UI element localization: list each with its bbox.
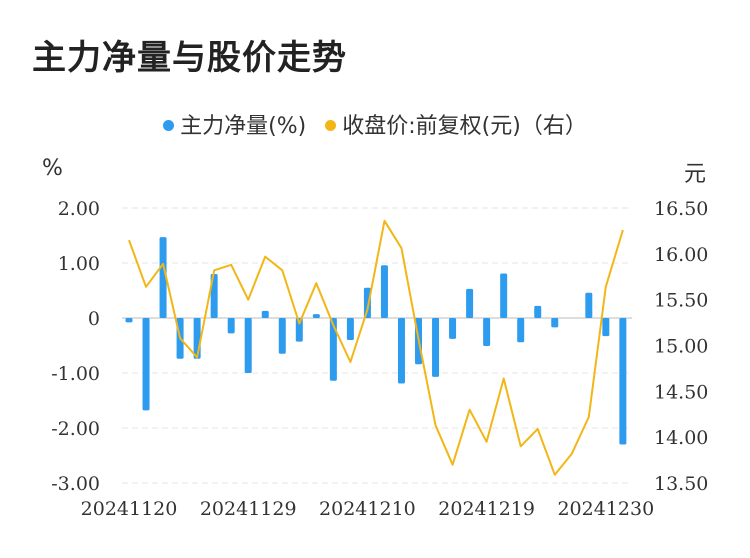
bar [602,318,610,337]
bar [125,318,133,323]
left-tick-label: 1.00 [58,253,100,275]
bar [534,305,542,318]
right-tick-label: 14.00 [654,427,708,449]
right-tick-label: 15.00 [654,336,708,358]
bar [261,310,269,318]
legend-item-close-price[interactable]: 收盘价:前复权(元)（右） [325,108,587,140]
legend-item-main-net[interactable]: 主力净量(%) [163,108,306,140]
right-axis-unit: 元 [684,162,707,187]
bar [483,318,491,347]
bar [244,318,252,373]
right-tick-label: 14.50 [654,381,708,403]
bar [551,318,559,328]
x-tick-label: 20241219 [438,498,535,520]
bar [210,274,218,318]
left-tick-label: -2.00 [51,418,100,440]
bar [142,318,150,411]
right-tick-label: 16.00 [654,244,708,266]
bar [329,318,337,381]
right-tick-label: 16.50 [654,198,708,220]
left-tick-label: -3.00 [51,473,100,495]
x-tick-label: 20241230 [557,498,654,520]
bar [466,288,474,318]
bar [449,318,457,339]
bar [227,318,235,334]
bar [159,237,167,318]
bar [619,318,627,445]
bar [295,318,303,342]
bar [346,318,354,340]
x-tick-label: 20241210 [319,498,416,520]
left-tick-label: -1.00 [51,363,100,385]
x-tick-label: 20241120 [81,498,178,520]
right-tick-label: 15.50 [654,290,708,312]
price-line [128,219,624,476]
legend-label-close-price: 收盘价:前复权(元)（右） [342,114,587,139]
bar [517,318,525,343]
left-tick-label: 2.00 [58,198,100,220]
chart-legend: 主力净量(%) 收盘价:前复权(元)（右） [0,108,750,140]
right-tick-label: 13.50 [654,473,708,495]
bar [432,318,440,377]
bar [312,314,320,318]
x-tick-label: 20241129 [200,498,297,520]
chart-title: 主力净量与股价走势 [32,38,347,78]
left-tick-label: 0 [88,308,100,330]
left-axis-unit: % [42,156,63,181]
legend-dot-icon [163,119,175,131]
bar [585,292,593,318]
legend-dot-icon [325,119,337,131]
bar [397,318,405,384]
legend-label-main-net: 主力净量(%) [180,114,307,139]
bar [500,273,508,318]
bar [278,318,286,354]
bar [380,265,388,318]
